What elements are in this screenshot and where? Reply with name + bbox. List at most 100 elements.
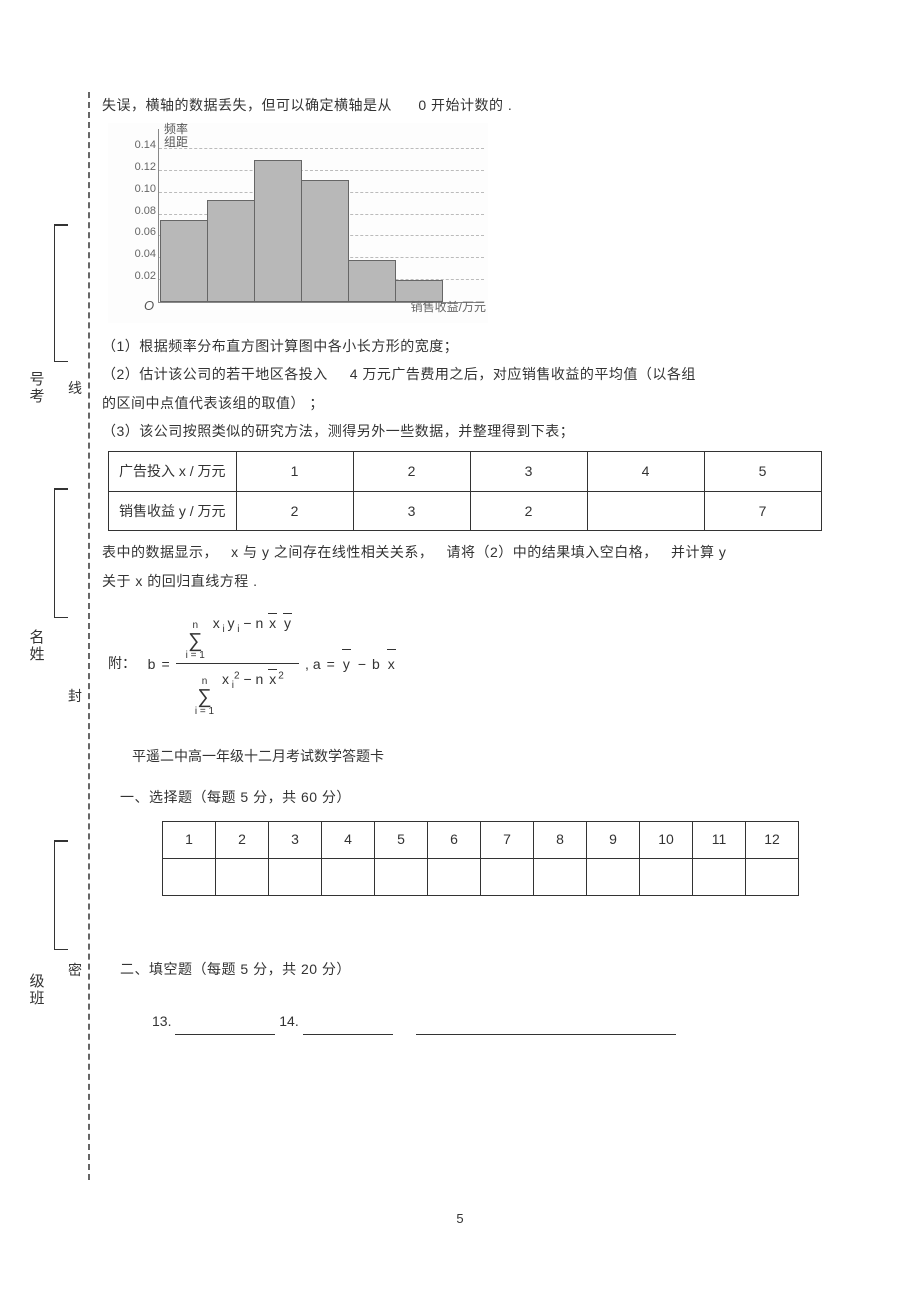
hist-bar-5: [348, 260, 396, 302]
ch-1: 1: [163, 821, 216, 858]
page: 号考 线 名姓 封 密 级班 失误，横轴的数据丢失，但可以确定横轴是从 0 开始…: [0, 0, 920, 1260]
ch-10: 10: [640, 821, 693, 858]
ch-8: 8: [534, 821, 587, 858]
histogram: 频率 组距 O 销售收益/万元 0.140.120.100.080.060.04…: [108, 123, 488, 323]
ans-1[interactable]: [163, 858, 216, 895]
q1: （1）根据频率分布直方图计算图中各小长方形的宽度；: [102, 333, 830, 360]
hist-ytick: 0.10: [122, 179, 156, 200]
y-2: 3: [353, 491, 470, 531]
formula-comma: , a: [305, 651, 321, 678]
fill-in-line: 13. 14.: [152, 1008, 830, 1035]
section-2-heading: 二、填空题（每题 5 分，共 20 分）: [120, 956, 830, 983]
x-2: 2: [353, 451, 470, 491]
lt-b: x 与 y 之间存在线性相关关系，: [231, 544, 433, 560]
ch-4: 4: [322, 821, 375, 858]
vlabel-class-text: 级班: [28, 974, 46, 1007]
lt-a: 表中的数据显示，: [102, 544, 218, 560]
section-1-heading: 一、选择题（每题 5 分，共 60 分）: [120, 784, 830, 811]
hist-bar-3: [254, 160, 302, 302]
x-3: 3: [470, 451, 587, 491]
ans-10[interactable]: [640, 858, 693, 895]
ch-2: 2: [216, 821, 269, 858]
ch-6: 6: [428, 821, 481, 858]
y-3: 2: [470, 491, 587, 531]
formula-eq2: =: [327, 651, 335, 678]
hist-ytick: 0.06: [122, 222, 156, 243]
main-content: 失误，横轴的数据丢失，但可以确定横轴是从 0 开始计数的 . 频率 组距 O 销…: [102, 92, 830, 1035]
seal-feng: 封: [68, 686, 86, 706]
linear-line1: 表中的数据显示， x 与 y 之间存在线性相关关系， 请将（2）中的结果填入空白…: [102, 539, 830, 566]
ch-12: 12: [746, 821, 799, 858]
y-4[interactable]: [587, 491, 704, 531]
ans-12[interactable]: [746, 858, 799, 895]
q3: （3）该公司按照类似的研究方法，测得另外一些数据，并整理得到下表；: [102, 418, 830, 445]
formula-b: b: [148, 651, 156, 678]
x-5: 5: [704, 451, 821, 491]
formula-eq1: =: [161, 651, 169, 678]
lt-d: 并计算 y: [671, 544, 726, 560]
fold-bracket-1: [54, 224, 84, 362]
top-line: 失误，横轴的数据丢失，但可以确定横轴是从 0 开始计数的 .: [102, 92, 830, 119]
x-4: 4: [587, 451, 704, 491]
ch-7: 7: [481, 821, 534, 858]
formula-ybar: y: [341, 651, 352, 678]
choice-answer-row: [163, 858, 799, 895]
fill-14-blank-a[interactable]: [303, 1020, 393, 1035]
histogram-x-title: 销售收益/万元: [411, 296, 486, 319]
page-number: 5: [0, 1211, 920, 1226]
q2-line1: （2）估计该公司的若干地区各投入 4 万元广告费用之后，对应销售收益的平均值（以…: [102, 361, 830, 388]
hist-ytick: 0.04: [122, 244, 156, 265]
fill-13-blank[interactable]: [175, 1020, 275, 1035]
ch-9: 9: [587, 821, 640, 858]
ans-11[interactable]: [693, 858, 746, 895]
top-line-b: 开始计数的 .: [431, 97, 512, 113]
ans-5[interactable]: [375, 858, 428, 895]
top-line-a: 失误，横轴的数据丢失，但可以确定横轴是从: [102, 97, 392, 113]
vlabel-exam-no-text: 号考: [28, 372, 46, 405]
vlabel-class: 级班: [28, 974, 46, 1007]
hist-ytick: 0.12: [122, 157, 156, 178]
data-row-x: 广告投入 x / 万元 1 2 3 4 5: [109, 451, 822, 491]
q2-num: 4: [350, 366, 358, 382]
fill-14-blank-b[interactable]: [416, 1020, 676, 1035]
dashed-rule: [88, 92, 90, 1180]
row-x-hdr: 广告投入 x / 万元: [109, 451, 237, 491]
linear-line2: 关于 x 的回归直线方程 .: [102, 568, 830, 595]
choice-header-row: 1 2 3 4 5 6 7 8 9 10 11 12: [163, 821, 799, 858]
ans-8[interactable]: [534, 858, 587, 895]
seal-mi: 密: [68, 960, 86, 980]
formula-minus: −: [358, 651, 366, 678]
row-y-hdr: 销售收益 y / 万元: [109, 491, 237, 531]
top-line-zero: 0: [418, 97, 426, 113]
regression-formula: 附： b = n∑i = 1 x i y i − n x y n∑i = 1 x…: [108, 608, 830, 719]
x-1: 1: [236, 451, 353, 491]
vlabel-name-text: 名姓: [28, 630, 46, 663]
data-table: 广告投入 x / 万元 1 2 3 4 5 销售收益 y / 万元 2 3 2 …: [108, 451, 822, 531]
hist-bar-2: [207, 200, 255, 302]
formula-prefix: 附：: [108, 658, 136, 673]
fold-bracket-3: [54, 840, 84, 950]
hist-ytick: 0.14: [122, 135, 156, 156]
ans-4[interactable]: [322, 858, 375, 895]
hist-ytick: 0.02: [122, 266, 156, 287]
histogram-origin: O: [144, 294, 154, 319]
ans-3[interactable]: [269, 858, 322, 895]
hist-bar-4: [301, 180, 349, 302]
fill-14-label: 14.: [279, 1013, 298, 1029]
ans-6[interactable]: [428, 858, 481, 895]
vlabel-name: 名姓: [28, 630, 46, 663]
ans-2[interactable]: [216, 858, 269, 895]
histogram-bars: [160, 142, 442, 302]
lt-c: 请将（2）中的结果填入空白格，: [447, 544, 658, 560]
fill-13-label: 13.: [152, 1013, 171, 1029]
fold-bracket-2: [54, 488, 84, 618]
q2-post: 万元广告费用之后，对应销售收益的平均值（以各组: [362, 366, 696, 382]
ans-7[interactable]: [481, 858, 534, 895]
ch-3: 3: [269, 821, 322, 858]
ans-9[interactable]: [587, 858, 640, 895]
q2-pre: （2）估计该公司的若干地区各投入: [102, 366, 328, 382]
ch-5: 5: [375, 821, 428, 858]
choice-table: 1 2 3 4 5 6 7 8 9 10 11 12: [162, 821, 799, 896]
data-row-y: 销售收益 y / 万元 2 3 2 7: [109, 491, 822, 531]
y-1: 2: [236, 491, 353, 531]
